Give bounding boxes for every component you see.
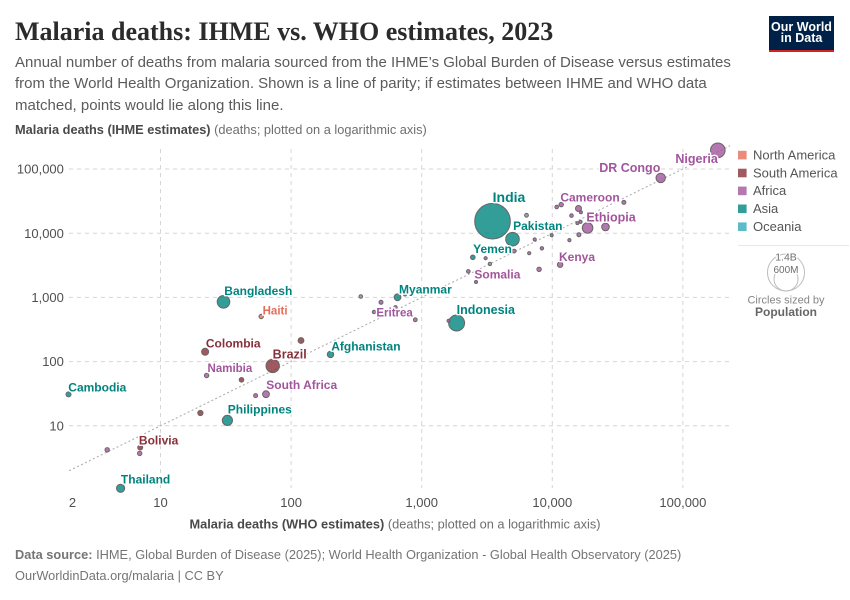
svg-text:Asia: Asia bbox=[753, 201, 779, 216]
svg-text:Afghanistan: Afghanistan bbox=[331, 340, 400, 354]
svg-text:Malaria deaths (WHO estimates): Malaria deaths (WHO estimates) (deaths; … bbox=[189, 517, 600, 532]
svg-text:2: 2 bbox=[69, 495, 76, 510]
svg-text:10: 10 bbox=[153, 495, 167, 510]
svg-text:Cameroon: Cameroon bbox=[560, 191, 619, 205]
svg-text:Yemen: Yemen bbox=[473, 242, 512, 256]
svg-text:South Africa: South Africa bbox=[266, 378, 337, 392]
svg-text:100,000: 100,000 bbox=[659, 495, 706, 510]
svg-text:Myanmar: Myanmar bbox=[399, 283, 452, 297]
svg-text:10: 10 bbox=[49, 418, 63, 433]
svg-text:Nigeria: Nigeria bbox=[675, 152, 718, 166]
svg-text:Bolivia: Bolivia bbox=[139, 434, 179, 448]
svg-text:Oceania: Oceania bbox=[753, 219, 802, 234]
svg-text:Namibia: Namibia bbox=[208, 363, 253, 375]
svg-text:South America: South America bbox=[753, 165, 838, 180]
svg-text:Kenya: Kenya bbox=[559, 250, 595, 264]
svg-text:Brazil: Brazil bbox=[273, 347, 307, 361]
svg-text:North America: North America bbox=[753, 147, 836, 162]
svg-text:Somalia: Somalia bbox=[474, 268, 520, 282]
svg-text:Cambodia: Cambodia bbox=[68, 380, 126, 394]
svg-text:Bangladesh: Bangladesh bbox=[224, 284, 292, 298]
svg-text:100,000: 100,000 bbox=[17, 162, 64, 177]
svg-text:Thailand: Thailand bbox=[121, 473, 170, 487]
svg-text:Population: Population bbox=[755, 305, 817, 319]
svg-text:Haiti: Haiti bbox=[263, 306, 288, 318]
svg-text:Africa: Africa bbox=[753, 183, 787, 198]
svg-text:1,000: 1,000 bbox=[405, 495, 438, 510]
svg-text:100: 100 bbox=[280, 495, 302, 510]
svg-text:10,000: 10,000 bbox=[532, 495, 572, 510]
svg-text:1.4B: 1.4B bbox=[775, 252, 797, 264]
svg-text:Colombia: Colombia bbox=[206, 337, 261, 351]
svg-text:100: 100 bbox=[42, 354, 64, 369]
svg-text:Circles sized by: Circles sized by bbox=[747, 294, 825, 306]
svg-text:Eritrea: Eritrea bbox=[376, 307, 413, 319]
svg-text:10,000: 10,000 bbox=[24, 226, 64, 241]
svg-text:600M: 600M bbox=[773, 265, 798, 276]
svg-text:Pakistan: Pakistan bbox=[513, 219, 562, 233]
svg-text:1,000: 1,000 bbox=[31, 290, 64, 305]
svg-text:DR Congo: DR Congo bbox=[599, 161, 660, 175]
svg-text:Philippines: Philippines bbox=[228, 403, 292, 417]
svg-text:India: India bbox=[493, 189, 526, 205]
svg-text:Indonesia: Indonesia bbox=[457, 303, 516, 317]
svg-text:Ethiopia: Ethiopia bbox=[586, 210, 636, 224]
